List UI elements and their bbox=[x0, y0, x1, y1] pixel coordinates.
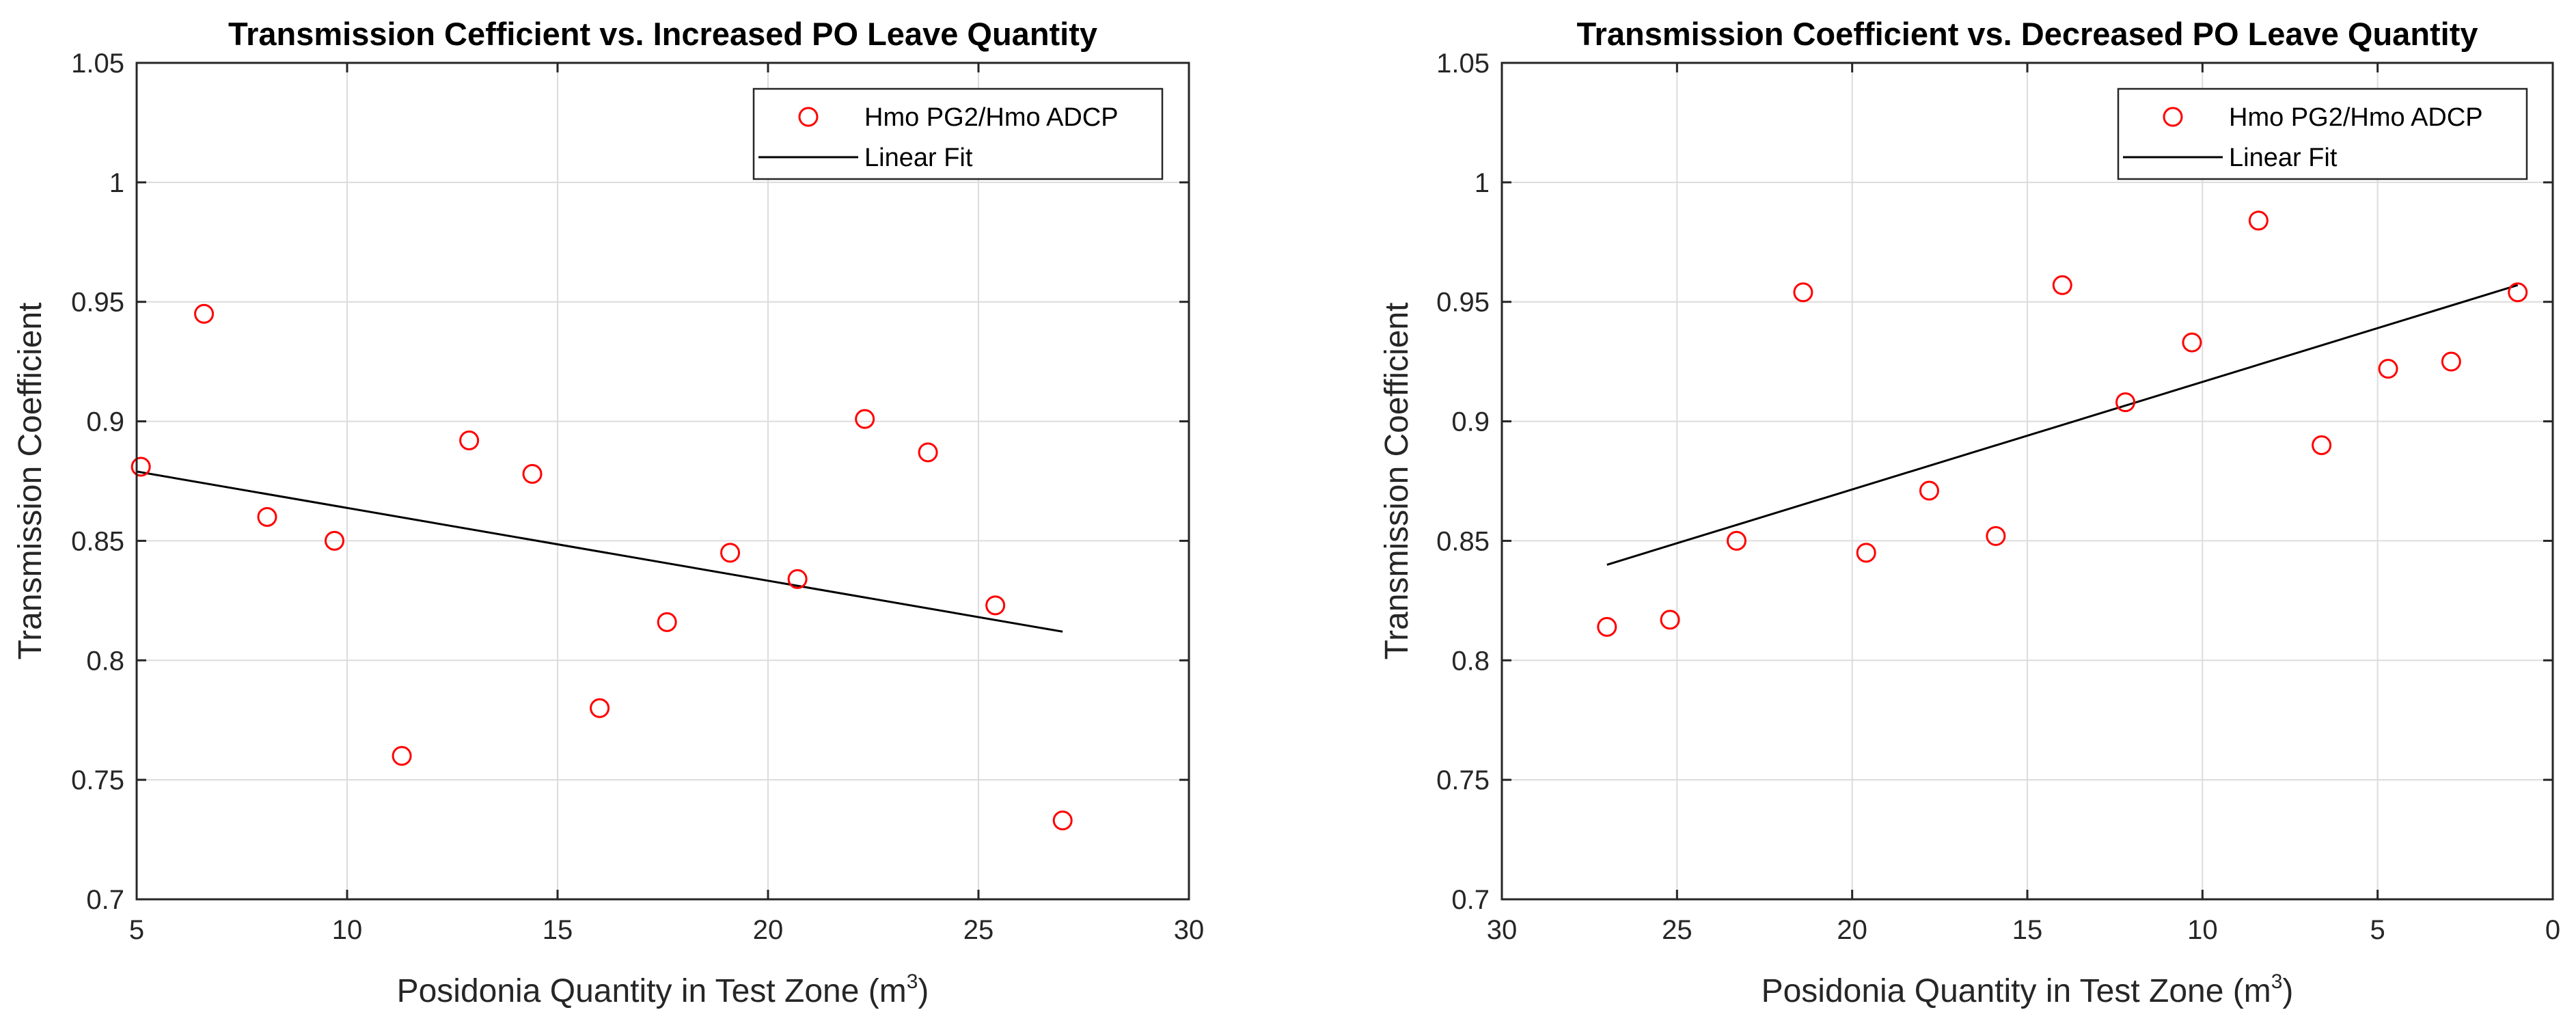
grid bbox=[136, 62, 1190, 900]
chart-title: Transmission Cefficient vs. Increased PO… bbox=[228, 16, 1097, 52]
data-point bbox=[1726, 530, 1746, 551]
data-points bbox=[131, 303, 1073, 831]
y-tick-label: 0.8 bbox=[86, 646, 124, 676]
y-tick-label: 1 bbox=[109, 168, 124, 198]
y-tick-label: 0.75 bbox=[71, 765, 124, 795]
data-point bbox=[194, 303, 215, 324]
plot-box bbox=[135, 62, 1190, 901]
data-point bbox=[1986, 526, 2006, 546]
y-tick-label: 0.7 bbox=[1451, 885, 1490, 915]
x-tick-label: 10 bbox=[332, 915, 363, 945]
y-tick-label: 0.7 bbox=[86, 885, 124, 915]
y-ticks: 0.7 0.75 0.8 0.85 0.9 0.95 1 1.05 bbox=[1436, 49, 2553, 915]
data-point bbox=[2441, 351, 2461, 372]
x-ticks: 5 10 15 20 25 30 bbox=[129, 63, 1204, 945]
chart-decreased: Transmission Coefficient vs. Decreased P… bbox=[1379, 16, 2560, 1009]
x-tick-label: 25 bbox=[963, 915, 994, 945]
data-point bbox=[131, 456, 151, 477]
chart-increased: Transmission Cefficient vs. Increased PO… bbox=[12, 16, 1204, 1009]
y-tick-label: 0.95 bbox=[1436, 288, 1490, 318]
y-tick-label: 0.8 bbox=[1451, 646, 1490, 676]
y-tick-label: 1.05 bbox=[71, 49, 124, 79]
y-ticks: 0.7 0.75 0.8 0.85 0.9 0.95 1 1.05 bbox=[71, 49, 1189, 915]
legend-label-fit: Linear Fit bbox=[864, 144, 973, 172]
legend-label-fit: Linear Fit bbox=[2229, 144, 2338, 172]
x-tick-label: 20 bbox=[1837, 915, 1867, 945]
data-point bbox=[1597, 616, 1617, 637]
data-point bbox=[2182, 332, 2202, 353]
data-point bbox=[2378, 359, 2398, 379]
x-tick-label: 5 bbox=[2370, 915, 2385, 945]
legend-box bbox=[2117, 87, 2528, 180]
data-point bbox=[392, 746, 412, 766]
x-tick-label: 5 bbox=[129, 915, 144, 945]
data-point bbox=[2115, 392, 2136, 413]
x-tick-label: 20 bbox=[753, 915, 784, 945]
linear-fit-line bbox=[136, 470, 1063, 633]
data-point bbox=[2248, 210, 2269, 231]
fit-lines bbox=[1606, 284, 2519, 566]
data-point bbox=[985, 595, 1006, 616]
x-tick-label: 10 bbox=[2187, 915, 2218, 945]
y-tick-label: 0.85 bbox=[71, 526, 124, 556]
legend-marker-circle-icon bbox=[798, 107, 819, 127]
y-tick-label: 0.75 bbox=[1436, 765, 1490, 795]
data-point bbox=[1660, 610, 1680, 630]
y-axis-label: Transmission Coefficient bbox=[1379, 303, 1415, 660]
data-point bbox=[720, 543, 741, 563]
legend-marker-circle-icon bbox=[2163, 107, 2183, 127]
data-point bbox=[1793, 282, 1813, 303]
y-tick-label: 1 bbox=[1475, 168, 1490, 198]
data-points bbox=[1597, 210, 2528, 637]
data-point bbox=[787, 569, 808, 589]
data-point bbox=[459, 431, 480, 451]
legend-box bbox=[752, 87, 1164, 180]
x-tick-label: 15 bbox=[2012, 915, 2043, 945]
fit-lines bbox=[136, 470, 1063, 633]
data-point bbox=[918, 442, 938, 463]
data-point bbox=[257, 506, 277, 527]
data-point bbox=[1052, 810, 1073, 831]
data-point bbox=[590, 698, 610, 718]
legend-label-points: Hmo PG2/Hmo ADCP bbox=[864, 103, 1119, 132]
linear-fit-line bbox=[1606, 284, 2519, 566]
x-tick-label: 25 bbox=[1662, 915, 1693, 945]
y-tick-label: 0.9 bbox=[86, 407, 124, 437]
x-tick-label: 15 bbox=[543, 915, 573, 945]
data-point bbox=[522, 464, 543, 485]
data-point bbox=[1919, 480, 1939, 501]
x-tick-label: 30 bbox=[1174, 915, 1205, 945]
y-tick-label: 0.9 bbox=[1451, 407, 1490, 437]
data-point bbox=[1856, 543, 1876, 563]
x-tick-label: 0 bbox=[2545, 915, 2560, 945]
x-axis-label: Posidonia Quantity in Test Zone (m3) bbox=[397, 970, 929, 1009]
legend-label-points: Hmo PG2/Hmo ADCP bbox=[2229, 103, 2483, 132]
y-tick-label: 1.05 bbox=[1436, 49, 1490, 79]
legend: Hmo PG2/Hmo ADCP Linear Fit bbox=[752, 87, 1164, 180]
data-point bbox=[657, 612, 677, 632]
chart-title: Transmission Coefficient vs. Decreased P… bbox=[1576, 16, 2478, 52]
data-point bbox=[855, 409, 875, 429]
legend: Hmo PG2/Hmo ADCP Linear Fit bbox=[2117, 87, 2528, 180]
x-tick-label: 30 bbox=[1487, 915, 1518, 945]
data-point bbox=[2052, 275, 2072, 295]
data-point bbox=[2508, 282, 2528, 303]
y-axis-label: Transmission Coefficient bbox=[12, 303, 49, 660]
y-tick-label: 0.85 bbox=[1436, 526, 1490, 556]
data-point bbox=[2312, 435, 2332, 456]
data-point bbox=[325, 530, 345, 551]
grid bbox=[1501, 62, 2553, 900]
y-tick-label: 0.95 bbox=[71, 288, 124, 318]
x-axis-label: Posidonia Quantity in Test Zone (m3) bbox=[1762, 970, 2294, 1009]
x-ticks: 30 25 20 15 10 5 0 bbox=[1487, 63, 2560, 945]
